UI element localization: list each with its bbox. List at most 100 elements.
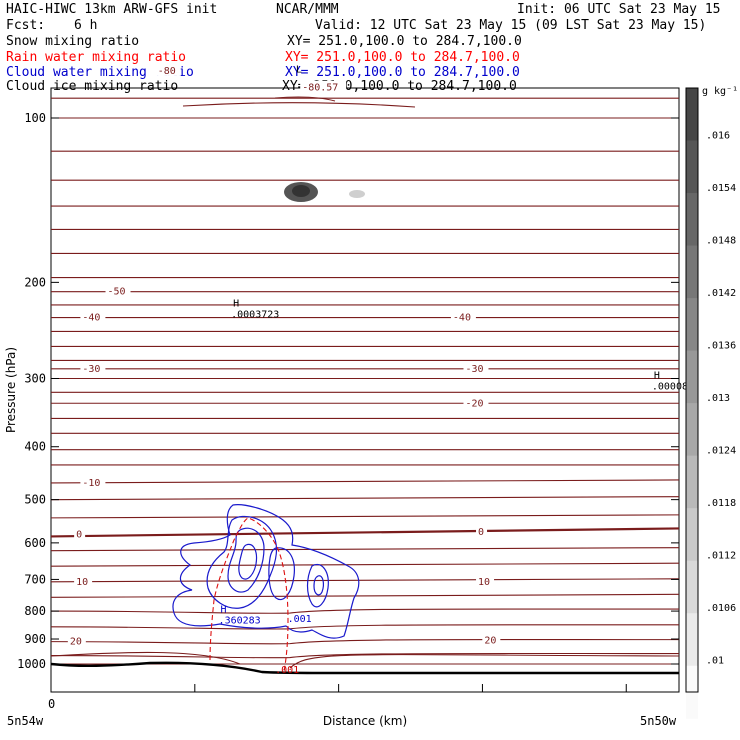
contour-label-bg (74, 527, 86, 540)
colorbar-cell (686, 193, 698, 247)
colorbar-label: .0142 (706, 288, 736, 299)
y-tick-label: 900 (24, 632, 46, 646)
org-label: NCAR/MMM (276, 2, 339, 17)
contour-label-bg (300, 80, 347, 93)
contour-label-bg (476, 574, 495, 587)
contour-label: -30 (465, 364, 483, 375)
cloud-water-contour-4 (238, 543, 258, 580)
cloud-water-layer (172, 504, 360, 639)
contour-label-bg (463, 361, 489, 374)
colorbar-frame (685, 87, 699, 693)
colorbar-cell (686, 613, 698, 667)
y-tick-label: 500 (24, 493, 46, 507)
contour-label-bg (105, 284, 131, 297)
isotherm-layer (50, 96, 680, 669)
terrain-line (50, 661, 679, 675)
y-tick-label: 300 (24, 372, 46, 386)
colorbar-cell (686, 140, 698, 194)
contour-label-bg (476, 524, 488, 537)
colorbar-cell (686, 455, 698, 509)
x-axis-ticks (50, 684, 627, 692)
contour-label: -80 (158, 66, 176, 77)
colorbar-cell (686, 88, 698, 142)
isotherm-line (50, 578, 680, 583)
isotherm-line (50, 608, 680, 614)
fcst-label: Fcst: (6, 18, 46, 33)
contour-label-bg (67, 634, 86, 647)
cloud-water-contour-east-inner (313, 575, 324, 596)
extremum-value: .0003723 (231, 309, 279, 320)
contour-label: 10 (478, 577, 490, 588)
snow-patch-small (349, 190, 365, 198)
x-tick-zero: 0 (48, 697, 55, 711)
contour-label-bg (74, 574, 93, 587)
contour-label-bg (482, 633, 501, 646)
contour-label-bg (463, 396, 489, 409)
colorbar-cell (686, 350, 698, 404)
rain-water-contour (209, 517, 289, 673)
colorbar-cell (686, 560, 698, 614)
isotherm-line (50, 514, 680, 519)
cloud-water-contour-outer (172, 504, 360, 639)
colorbar-label: .0136 (706, 340, 736, 351)
extremum-value: .360283 (219, 615, 261, 626)
contour-label-bg (155, 63, 181, 76)
snow-patch-core (292, 185, 310, 197)
field-name-rain: Rain water mixing ratio (6, 50, 187, 65)
contour-label: -30 (82, 364, 100, 375)
field-xy-cloud-water: XY= 251.0,100.0 to 284.7,100.0 (285, 65, 520, 80)
extremum-marker: H (654, 370, 660, 381)
contour-label: -40 (82, 313, 100, 324)
y-tick-label: 100 (24, 111, 46, 125)
colorbar-label: .013 (706, 393, 730, 404)
extremum-marker: H (233, 298, 239, 309)
colorbar-cell (686, 508, 698, 562)
contour-label: -10 (82, 478, 100, 489)
isotherm-line (50, 547, 680, 552)
contour-label-bg (80, 475, 106, 488)
cloud-water-contour-3 (227, 527, 265, 593)
colorbar-label: .0118 (706, 498, 736, 509)
contour-label: 10 (76, 577, 88, 588)
extremum-marker: L (296, 65, 302, 76)
isotherm-line (50, 527, 680, 538)
cloud-water-contour-2 (206, 515, 278, 609)
contour-label: 0 (478, 527, 484, 538)
fcst-value: 6 h (74, 18, 98, 33)
extremum-marker: H (221, 604, 227, 615)
colorbar-unit: g kg⁻¹ (702, 86, 738, 97)
field-name-cloud-ice: Cloud ice mixing ratio (6, 79, 179, 94)
contour-label: 20 (484, 635, 496, 646)
x-right-label: 5n50w (640, 714, 677, 728)
terrain-layer (50, 661, 679, 675)
isotherm-line (50, 639, 680, 645)
y-tick-label: 400 (24, 440, 46, 454)
colorbar-cell (686, 245, 698, 299)
colorbar-label: .016 (706, 130, 730, 141)
isotherm-line (50, 496, 680, 501)
extremum-value: .001 (275, 665, 299, 676)
isotherm-line-top-small (274, 96, 336, 102)
colorbar-label: .0148 (706, 235, 736, 246)
colorbar-label: .01 (706, 655, 724, 666)
x-left-label: 5n54w (7, 714, 44, 728)
contour-label: -40 (453, 313, 471, 324)
isotherm-line-surface-east (289, 654, 680, 669)
isotherm-line-top (182, 102, 416, 108)
colorbar-label: .0154 (706, 183, 736, 194)
y-tick-label: 1000 (17, 657, 46, 671)
colorbar: .016 .0154 .0148 .0142 .0136 .013 .0124 .0118 .0… (685, 87, 736, 719)
model-title: HAIC-HIWC 13km ARW-GFS init (6, 2, 218, 17)
contour-label: -80.57 (302, 83, 338, 94)
contour-labels: -80 -80.57 -50 -40 -40 -30 -30 -20 -10 0 0 10 10 20 20… (67, 63, 694, 676)
snow-mixing-layer (284, 182, 365, 202)
extremum-value: .000083 (652, 381, 694, 392)
contour-label-bg (80, 310, 106, 323)
colorbar-label: .0106 (706, 603, 736, 614)
field-xy-snow: XY= 251.0,100.0 to 284.7,100.0 (287, 34, 522, 49)
isotherm-line (50, 652, 680, 659)
isotherm-line-surface (50, 651, 241, 665)
valid-time: Valid: 12 UTC Sat 23 May 15 (09 LST Sat … (315, 18, 707, 33)
contour-label-bg (80, 361, 106, 374)
